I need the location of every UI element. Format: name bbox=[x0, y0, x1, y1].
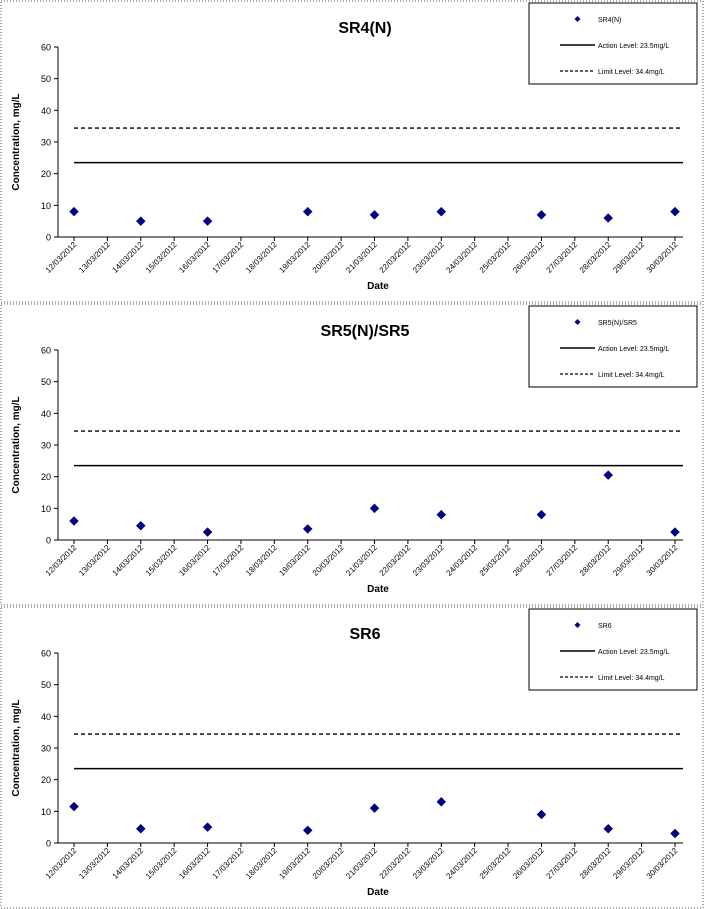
chart-svg: SR5(N)/SR5 Concentration, mg/L 0 10 20 30 40 50… bbox=[0, 303, 704, 606]
x-axis-label: Date bbox=[367, 584, 389, 595]
y-tick-label: 30 bbox=[41, 744, 51, 754]
data-point bbox=[369, 209, 380, 220]
data-point bbox=[69, 516, 79, 526]
legend-label-reference: Limit Level: 34.4mg/L bbox=[598, 675, 665, 682]
y-tick-label: 60 bbox=[41, 43, 51, 53]
y-tick-label: 0 bbox=[46, 839, 51, 849]
chart-title: SR5(N)/SR5 bbox=[321, 323, 410, 340]
data-point bbox=[670, 828, 680, 839]
y-tick-label: 40 bbox=[41, 712, 51, 722]
chart-title: SR6 bbox=[349, 626, 380, 643]
y-tick-label: 10 bbox=[41, 201, 51, 211]
data-point bbox=[536, 809, 547, 820]
chart-svg: SR4(N)Concentration, mg/L010203040506012… bbox=[0, 0, 704, 303]
chart-panel-sr6: SR6 Concentration, mg/L 0 10 20 30 40 50 60 12/03… bbox=[0, 606, 704, 909]
legend-label-reference: Action Level: 23.5mg/L bbox=[598, 43, 669, 50]
legend-label-reference: Action Level: 23.5mg/L bbox=[598, 649, 669, 656]
data-point bbox=[202, 216, 213, 227]
data-point bbox=[302, 825, 313, 836]
data-point bbox=[302, 206, 313, 217]
y-tick-label: 30 bbox=[41, 441, 51, 451]
data-point bbox=[603, 823, 614, 834]
legend-label-reference: Limit Level: 34.4mg/L bbox=[598, 69, 665, 76]
data-point bbox=[135, 216, 146, 227]
data-point bbox=[436, 509, 447, 520]
legend: SR5(N)/SR5 Action Level: 23.5mg/L Limit Le… bbox=[528, 305, 698, 388]
legend-label-series: SR4(N) bbox=[598, 17, 621, 24]
data-point bbox=[670, 206, 680, 217]
y-tick-label: 50 bbox=[41, 74, 51, 84]
y-tick-label: 50 bbox=[41, 377, 51, 387]
data-point bbox=[202, 822, 213, 833]
y-tick-label: 10 bbox=[41, 807, 51, 817]
y-tick-label: 30 bbox=[41, 138, 51, 148]
legend: SR4(N) Action Level: 23.5mg/L Limit Level:… bbox=[528, 2, 698, 85]
y-tick-label: 40 bbox=[41, 106, 51, 116]
data-point bbox=[603, 470, 614, 480]
chart-panel-sr5n-sr5: SR5(N)/SR5 Concentration, mg/L 0 10 20 30 40 50… bbox=[0, 303, 704, 606]
legend: SR6 Action Level: 23.5mg/L Limit Level: 34… bbox=[528, 608, 698, 691]
data-point bbox=[603, 213, 614, 223]
y-tick-label: 50 bbox=[41, 680, 51, 690]
legend-label-series: SR6 bbox=[598, 623, 612, 630]
y-axis-label: Concentration, mg/L bbox=[11, 396, 22, 493]
x-axis-label: Date bbox=[367, 281, 389, 292]
y-axis-label: Concentration, mg/L bbox=[11, 93, 22, 190]
data-point bbox=[135, 520, 146, 531]
data-point bbox=[69, 206, 79, 217]
y-tick-label: 20 bbox=[41, 775, 51, 785]
legend-marker bbox=[574, 16, 581, 22]
legend-label-reference: Limit Level: 34.4mg/L bbox=[598, 372, 665, 379]
y-axis-label: Concentration, mg/L bbox=[11, 699, 22, 796]
legend-label-series: SR5(N)/SR5 bbox=[598, 320, 637, 327]
data-point bbox=[369, 803, 380, 814]
legend-marker bbox=[574, 319, 581, 325]
y-tick-label: 20 bbox=[41, 169, 51, 179]
legend-box bbox=[528, 2, 698, 85]
data-point bbox=[202, 527, 213, 537]
legend-box bbox=[528, 608, 698, 691]
data-point bbox=[670, 527, 680, 537]
y-tick-label: 40 bbox=[41, 409, 51, 419]
data-point bbox=[536, 209, 547, 220]
data-point bbox=[369, 503, 380, 514]
chart-title: SR4(N) bbox=[338, 20, 391, 37]
y-tick-label: 20 bbox=[41, 472, 51, 482]
data-point bbox=[302, 524, 313, 534]
chart-panel-sr4n: SR4(N) Concentration, mg/L 0 10 20 30 40 50 60 12… bbox=[0, 0, 704, 303]
data-point bbox=[536, 509, 547, 520]
data-point bbox=[135, 823, 146, 834]
y-tick-label: 60 bbox=[41, 649, 51, 659]
y-tick-label: 0 bbox=[46, 536, 51, 546]
y-tick-label: 0 bbox=[46, 233, 51, 243]
data-point bbox=[436, 206, 447, 217]
data-point bbox=[436, 796, 447, 807]
legend-marker bbox=[574, 622, 581, 628]
x-axis-label: Date bbox=[367, 887, 389, 898]
data-point bbox=[69, 801, 79, 812]
y-tick-label: 60 bbox=[41, 346, 51, 356]
y-tick-label: 10 bbox=[41, 504, 51, 514]
legend-box bbox=[528, 305, 698, 388]
legend-label-reference: Action Level: 23.5mg/L bbox=[598, 346, 669, 353]
